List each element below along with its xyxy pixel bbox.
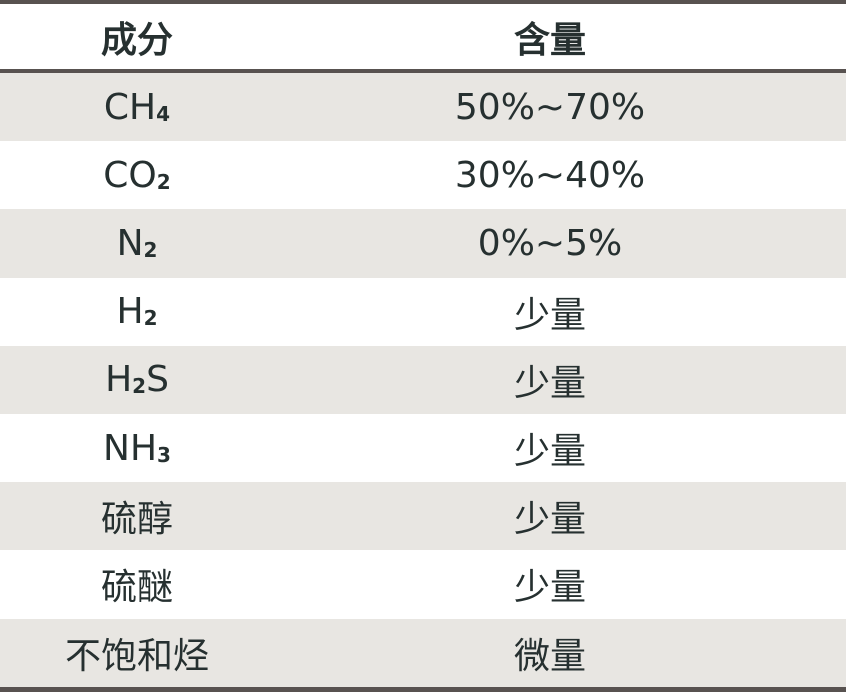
table-row: 硫醇 少量 (0, 482, 846, 551)
component-cell: 硫醚 (0, 558, 274, 610)
component-sub: 2 (143, 237, 158, 262)
header-component: 成分 (100, 19, 173, 61)
table-body: CH4 50%~70% CO2 30%~40% N2 0%~5% H2 少量 H2S 少量 NH3 少… (0, 73, 846, 687)
component-base: N (116, 222, 144, 264)
table-header: 成分 含量 (0, 4, 846, 73)
component-cell: H2 (0, 291, 274, 332)
content-cell: 少量 (513, 499, 586, 541)
component-cell: CO2 (0, 155, 274, 196)
component-sub: 3 (157, 442, 171, 467)
component-tail: S (146, 359, 169, 401)
component-base: CH (103, 86, 157, 128)
table-row: CH4 50%~70% (0, 73, 846, 142)
table-row: 硫醚 少量 (0, 550, 846, 618)
component-base: H (116, 291, 144, 333)
table-row: 不饱和烃 微量 (0, 618, 846, 687)
component-cell: 硫醇 (0, 490, 274, 542)
component-cell: NH3 (0, 428, 274, 469)
content-cell: 微量 (513, 635, 586, 677)
component-cell: H2S (0, 359, 274, 400)
component-base: H (105, 359, 133, 401)
component-cell: N2 (0, 223, 274, 264)
component-base: 硫醇 (100, 499, 173, 541)
component-base: 不饱和烃 (64, 635, 209, 677)
content-cell: 50%~70% (454, 86, 646, 128)
component-sub: 2 (156, 169, 171, 194)
table-row: H2S 少量 (0, 345, 846, 414)
component-base: NH (103, 427, 158, 469)
content-cell: 少量 (513, 431, 586, 473)
header-content: 含量 (513, 19, 586, 61)
content-cell: 少量 (513, 362, 586, 404)
component-base: CO (103, 154, 157, 196)
content-cell: 0%~5% (477, 222, 623, 264)
component-sub: 2 (132, 374, 147, 399)
component-base: 硫醚 (100, 567, 173, 609)
component-cell: CH4 (0, 87, 274, 128)
table-row: NH3 少量 (0, 414, 846, 482)
content-cell: 少量 (513, 294, 586, 336)
content-cell: 30%~40% (454, 154, 646, 196)
table-row: H2 少量 (0, 278, 846, 346)
component-cell: 不饱和烃 (0, 627, 274, 679)
content-cell: 少量 (513, 567, 586, 609)
component-sub: 4 (156, 101, 171, 126)
component-sub: 2 (143, 306, 158, 331)
table-row: N2 0%~5% (0, 209, 846, 278)
table-row: CO2 30%~40% (0, 141, 846, 209)
